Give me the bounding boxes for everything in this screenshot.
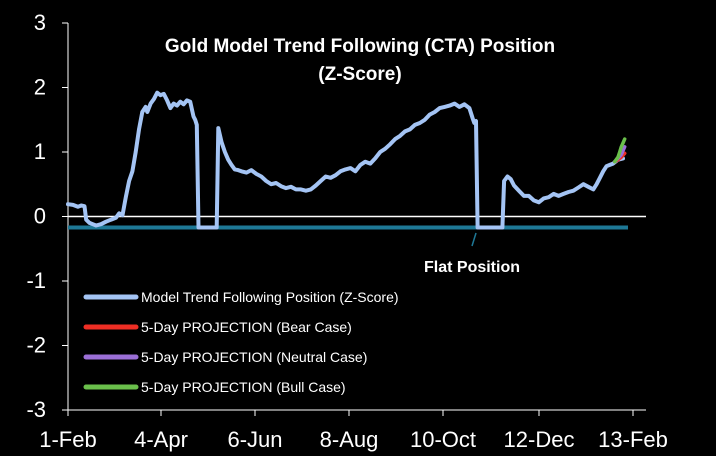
y-tick-label: 1 bbox=[34, 139, 46, 164]
reference-lines bbox=[68, 215, 646, 230]
legend-label-2: 5-Day PROJECTION (Neutral Case) bbox=[141, 349, 367, 365]
legend-label-0: Model Trend Following Position (Z-Score) bbox=[141, 289, 399, 305]
flat-position-pointer bbox=[471, 232, 477, 247]
flat-position-annotation: Flat Position bbox=[424, 232, 520, 276]
y-tick-label: -2 bbox=[26, 333, 46, 358]
flat-position-label: Flat Position bbox=[424, 259, 520, 276]
series-group bbox=[66, 90, 627, 230]
x-tick-label: 4-Apr bbox=[134, 427, 188, 452]
x-tick-label: 1-Feb bbox=[39, 427, 96, 452]
y-tick-label: 2 bbox=[34, 75, 46, 100]
axes: 3 2 1 0 -1 -2 -3 1-Feb 4-Apr 6-Jun 8-Aug 10-Oct 12-D… bbox=[26, 10, 667, 452]
y-tick-label: 0 bbox=[34, 204, 46, 229]
x-tick-label: 8-Aug bbox=[320, 427, 379, 452]
x-tick-label: 6-Jun bbox=[227, 427, 282, 452]
x-tick-label: 10-Oct bbox=[410, 427, 476, 452]
x-tick-label: 12-Dec bbox=[504, 427, 575, 452]
x-tick-label: 13-Feb bbox=[598, 427, 668, 452]
y-tick-label: -1 bbox=[26, 268, 46, 293]
legend: Model Trend Following Position (Z-Score)… bbox=[76, 283, 406, 400]
chart-title: Gold Model Trend Following (CTA) Positio… bbox=[165, 36, 555, 85]
series-line-3 bbox=[612, 137, 627, 164]
chart-title-line-2: (Z-Score) bbox=[318, 64, 401, 85]
legend-box bbox=[76, 283, 406, 400]
legend-label-1: 5-Day PROJECTION (Bear Case) bbox=[141, 319, 352, 335]
series-line-0 bbox=[66, 90, 625, 230]
y-tick-label: -3 bbox=[26, 397, 46, 422]
chart-title-line-1: Gold Model Trend Following (CTA) Positio… bbox=[165, 36, 555, 57]
y-tick-label: 3 bbox=[34, 10, 46, 35]
legend-label-3: 5-Day PROJECTION (Bull Case) bbox=[141, 379, 346, 395]
